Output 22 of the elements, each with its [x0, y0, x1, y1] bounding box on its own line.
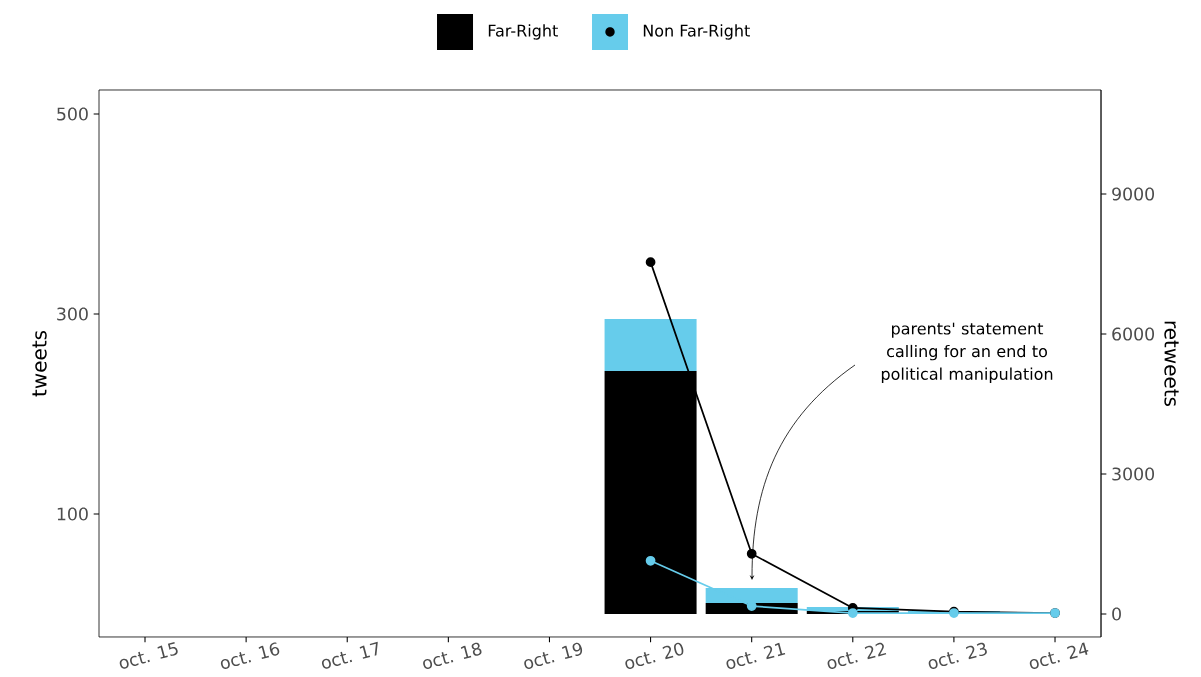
x-tick-label: oct. 22	[827, 642, 887, 669]
y-tick-label: 500	[57, 107, 88, 121]
y2-tick-label: 0	[1112, 607, 1121, 621]
y2-tick-label: 3000	[1112, 467, 1155, 481]
y-tick-label: 300	[57, 307, 88, 321]
x-tick-label: oct. 21	[726, 642, 786, 669]
x-tick-label: oct. 16	[220, 642, 280, 669]
x-tick-label: oct. 17	[321, 641, 378, 669]
y2-tick-label: 9000	[1112, 187, 1155, 201]
x-tick-label: oct. 20	[625, 642, 684, 669]
y-tick-label: 100	[57, 507, 88, 521]
y2-tick-label: 6000	[1112, 327, 1155, 341]
x-tick-label: oct. 15	[119, 642, 178, 669]
legend-label: Non Far-Right	[643, 24, 750, 40]
annotation: parents' statement calling for an end to political manipulation	[881, 322, 1053, 384]
x-tick-label: oct. 18	[423, 642, 482, 669]
legend-label: Far-Right	[488, 24, 558, 40]
x-tick-label: oct. 19	[524, 642, 583, 669]
x-tick-label: oct. 23	[928, 642, 987, 669]
y2-axis-title: retweets	[1164, 321, 1179, 407]
y-axis-title: tweets	[32, 330, 47, 397]
x-tick-label: oct. 24	[1029, 642, 1089, 669]
